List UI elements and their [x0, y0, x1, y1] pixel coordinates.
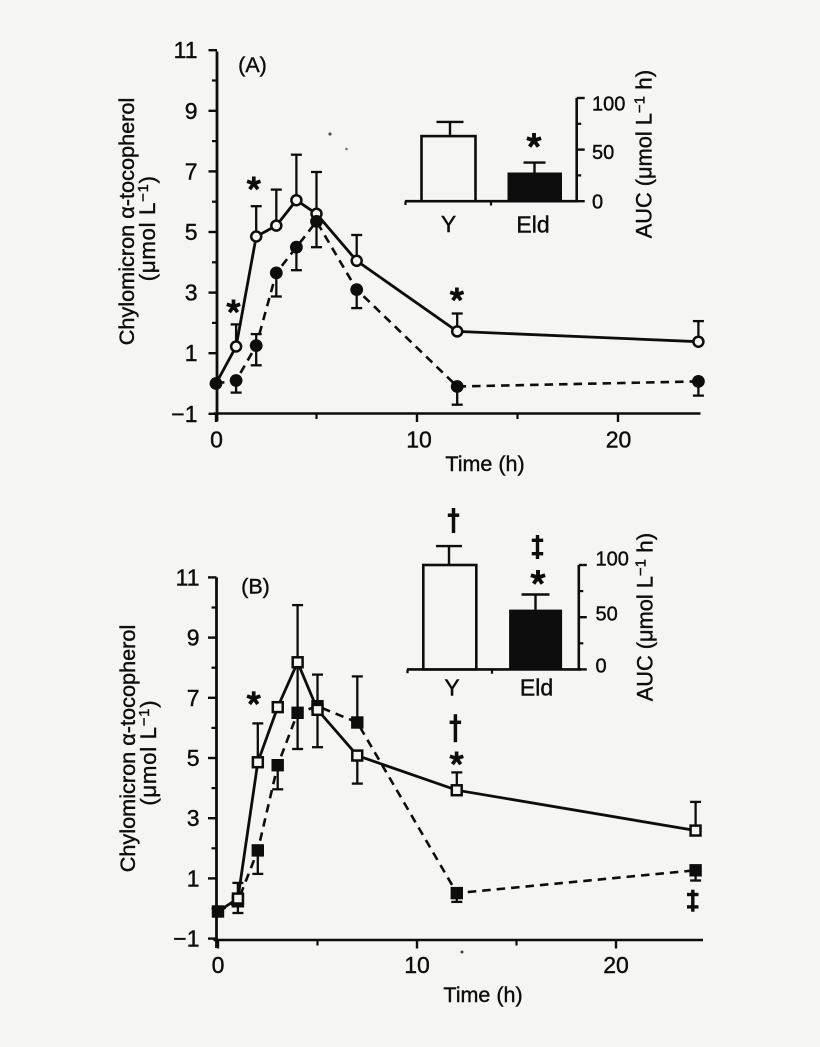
svg-text:3: 3 — [185, 280, 198, 306]
svg-text:100: 100 — [596, 549, 629, 571]
svg-text:1: 1 — [185, 340, 198, 366]
svg-text:(μmol L−1): (μmol L−1) — [135, 175, 160, 281]
svg-text:11: 11 — [174, 37, 198, 63]
svg-text:Time (h): Time (h) — [443, 983, 522, 1007]
svg-text:20: 20 — [603, 952, 629, 978]
svg-text:0: 0 — [592, 192, 603, 214]
svg-text:3: 3 — [187, 805, 200, 831]
svg-text:Y: Y — [441, 211, 456, 237]
svg-text:(B): (B) — [241, 575, 270, 599]
svg-text:0: 0 — [596, 655, 607, 677]
svg-text:Eld: Eld — [516, 212, 549, 238]
svg-text:Eld: Eld — [520, 675, 553, 701]
svg-text:Time (h): Time (h) — [445, 452, 524, 476]
svg-text:9: 9 — [187, 625, 200, 651]
svg-text:9: 9 — [185, 98, 198, 124]
svg-text:(A): (A) — [238, 53, 267, 77]
svg-text:20: 20 — [606, 427, 632, 453]
svg-text:Y: Y — [444, 675, 459, 701]
svg-text:7: 7 — [187, 685, 200, 711]
svg-text:10: 10 — [404, 952, 430, 978]
svg-text:50: 50 — [592, 142, 614, 164]
svg-text:100: 100 — [592, 94, 625, 116]
svg-text:1: 1 — [187, 865, 200, 891]
svg-text:0: 0 — [212, 952, 225, 978]
svg-text:Chylomicron α-tocopherol: Chylomicron α-tocopherol — [114, 98, 139, 346]
svg-text:Chylomicron α-tocopherol: Chylomicron α-tocopherol — [115, 625, 140, 873]
svg-text:11: 11 — [176, 564, 200, 590]
svg-text:0: 0 — [210, 427, 223, 453]
svg-text:AUC (μmol L−1 h): AUC (μmol L−1 h) — [632, 70, 657, 239]
svg-text:50: 50 — [596, 604, 618, 626]
svg-text:−1: −1 — [171, 401, 197, 427]
svg-text:10: 10 — [406, 427, 432, 453]
svg-text:−1: −1 — [173, 926, 199, 952]
svg-text:7: 7 — [185, 158, 198, 184]
svg-text:5: 5 — [185, 219, 198, 245]
svg-text:AUC (μmol L−1 h): AUC (μmol L−1 h) — [633, 533, 658, 702]
svg-text:5: 5 — [187, 745, 200, 771]
